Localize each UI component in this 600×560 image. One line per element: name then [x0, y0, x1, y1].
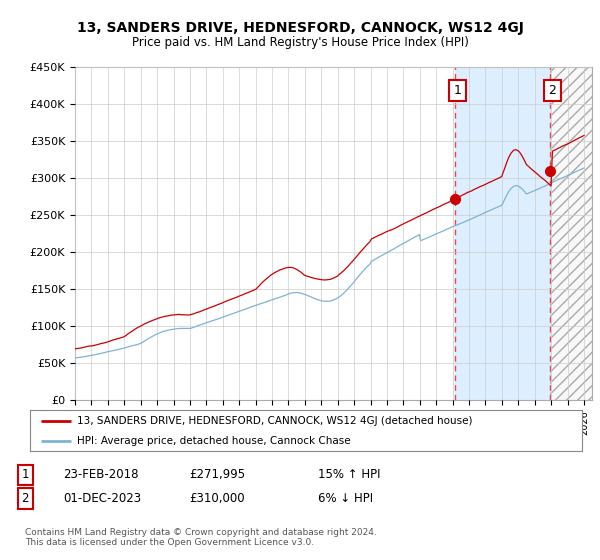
Text: HPI: Average price, detached house, Cannock Chase: HPI: Average price, detached house, Cann… — [77, 436, 350, 446]
Text: 1: 1 — [454, 84, 461, 97]
Text: 23-FEB-2018: 23-FEB-2018 — [63, 468, 139, 482]
Bar — [455, 67, 550, 400]
Text: 2: 2 — [548, 84, 556, 97]
Text: 6% ↓ HPI: 6% ↓ HPI — [318, 492, 373, 505]
Text: 01-DEC-2023: 01-DEC-2023 — [63, 492, 141, 505]
Text: 1: 1 — [22, 468, 29, 482]
Text: £271,995: £271,995 — [189, 468, 245, 482]
Text: 15% ↑ HPI: 15% ↑ HPI — [318, 468, 380, 482]
Text: 13, SANDERS DRIVE, HEDNESFORD, CANNOCK, WS12 4GJ (detached house): 13, SANDERS DRIVE, HEDNESFORD, CANNOCK, … — [77, 416, 472, 426]
Text: £310,000: £310,000 — [189, 492, 245, 505]
Text: Contains HM Land Registry data © Crown copyright and database right 2024.
This d: Contains HM Land Registry data © Crown c… — [25, 528, 377, 547]
Text: Price paid vs. HM Land Registry's House Price Index (HPI): Price paid vs. HM Land Registry's House … — [131, 36, 469, 49]
Text: 13, SANDERS DRIVE, HEDNESFORD, CANNOCK, WS12 4GJ: 13, SANDERS DRIVE, HEDNESFORD, CANNOCK, … — [77, 21, 523, 35]
Bar — [550, 67, 592, 400]
Text: 2: 2 — [22, 492, 29, 505]
Bar — [550, 67, 592, 400]
